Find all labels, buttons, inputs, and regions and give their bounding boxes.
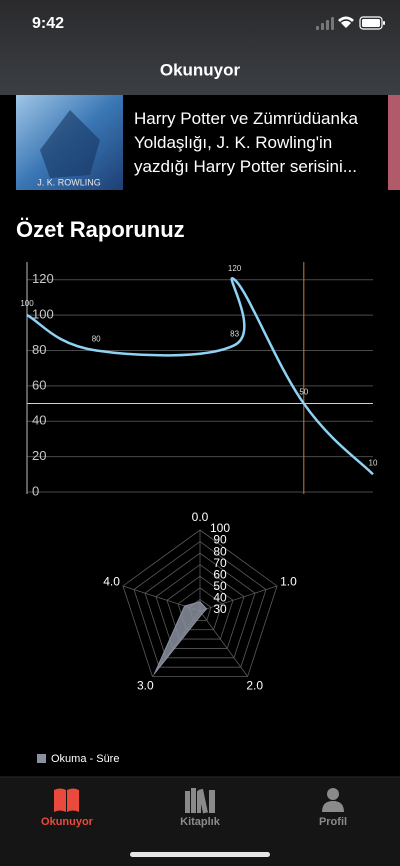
book-description[interactable]: Harry Potter ve Zümrüdüanka Yoldaşlığı, … [134, 109, 358, 176]
y-tick-label: 80 [32, 342, 46, 357]
category-label: 1.0 [280, 574, 297, 588]
tab-icon[interactable] [54, 788, 79, 813]
radar-chart: 0.0 1.0 2.0 3.0 4.0 Okuma - Süre 3040506070809… [37, 510, 297, 765]
radar-ring [155, 564, 245, 649]
cover-text: J. K. ROWLING [37, 177, 101, 187]
tab-label[interactable]: Kitaplık [180, 816, 221, 828]
data-label: 120 [228, 264, 242, 273]
data-line [26, 277, 374, 476]
tab-label[interactable]: Okunuyor [41, 816, 94, 828]
radar-spoke [199, 585, 278, 612]
radial-tick-label: 90 [213, 533, 227, 547]
tab-icons [54, 788, 344, 814]
y-tick-label: 20 [32, 448, 46, 463]
status-icons [316, 16, 385, 30]
legend-label: Okuma - Süre [51, 753, 119, 765]
category-label: 0.0 [192, 510, 209, 524]
tab-label[interactable]: Profil [319, 816, 347, 828]
radial-tick-label: 70 [213, 556, 227, 570]
radar-ring [166, 575, 234, 640]
category-label: 2.0 [246, 678, 263, 692]
y-tick-label: 60 [32, 377, 46, 392]
home-indicator [130, 852, 270, 857]
radar-ring [144, 552, 256, 659]
data-label: 50 [299, 388, 308, 397]
nav-background [0, 0, 400, 95]
radial-tick-label: 60 [213, 567, 227, 581]
radial-tick-label: 30 [213, 602, 227, 616]
radial-tick-label: 40 [213, 591, 227, 605]
radar-ring [177, 587, 223, 631]
y-tick-label: 0 [32, 483, 39, 498]
data-label: 100 [20, 299, 34, 308]
y-tick-label: 100 [32, 307, 54, 322]
y-tick-label: 40 [32, 413, 46, 428]
y-tick-label: 120 [32, 271, 54, 286]
radial-tick-label: 100 [210, 521, 230, 535]
radar-ring [122, 529, 278, 677]
tabs: Okunuyor Kitaplık Profil [41, 816, 347, 828]
next-book-cover[interactable] [388, 95, 400, 190]
status-time: 9:42 [32, 15, 64, 32]
legend-swatch [37, 754, 46, 763]
data-label: 80 [92, 335, 101, 344]
data-label: 83 [230, 329, 239, 338]
radar-ring [133, 541, 267, 668]
line-chart: 0 20 40 60 80 100 120 100 80 83 120 50 10 [20, 262, 378, 498]
data-label: 10 [369, 458, 378, 467]
cover-art [40, 110, 100, 178]
category-label: 4.0 [103, 574, 120, 588]
radar-area [153, 601, 208, 675]
tab-icon[interactable] [322, 788, 344, 812]
radial-tick-label: 80 [213, 544, 227, 558]
radial-tick-label: 50 [213, 579, 227, 593]
nav-title: Okunuyor [160, 60, 241, 79]
category-label: 3.0 [137, 678, 154, 692]
radar-spoke [199, 610, 248, 677]
section-title: Özet Raporunuz [16, 217, 185, 242]
tab-icon[interactable] [185, 788, 215, 814]
